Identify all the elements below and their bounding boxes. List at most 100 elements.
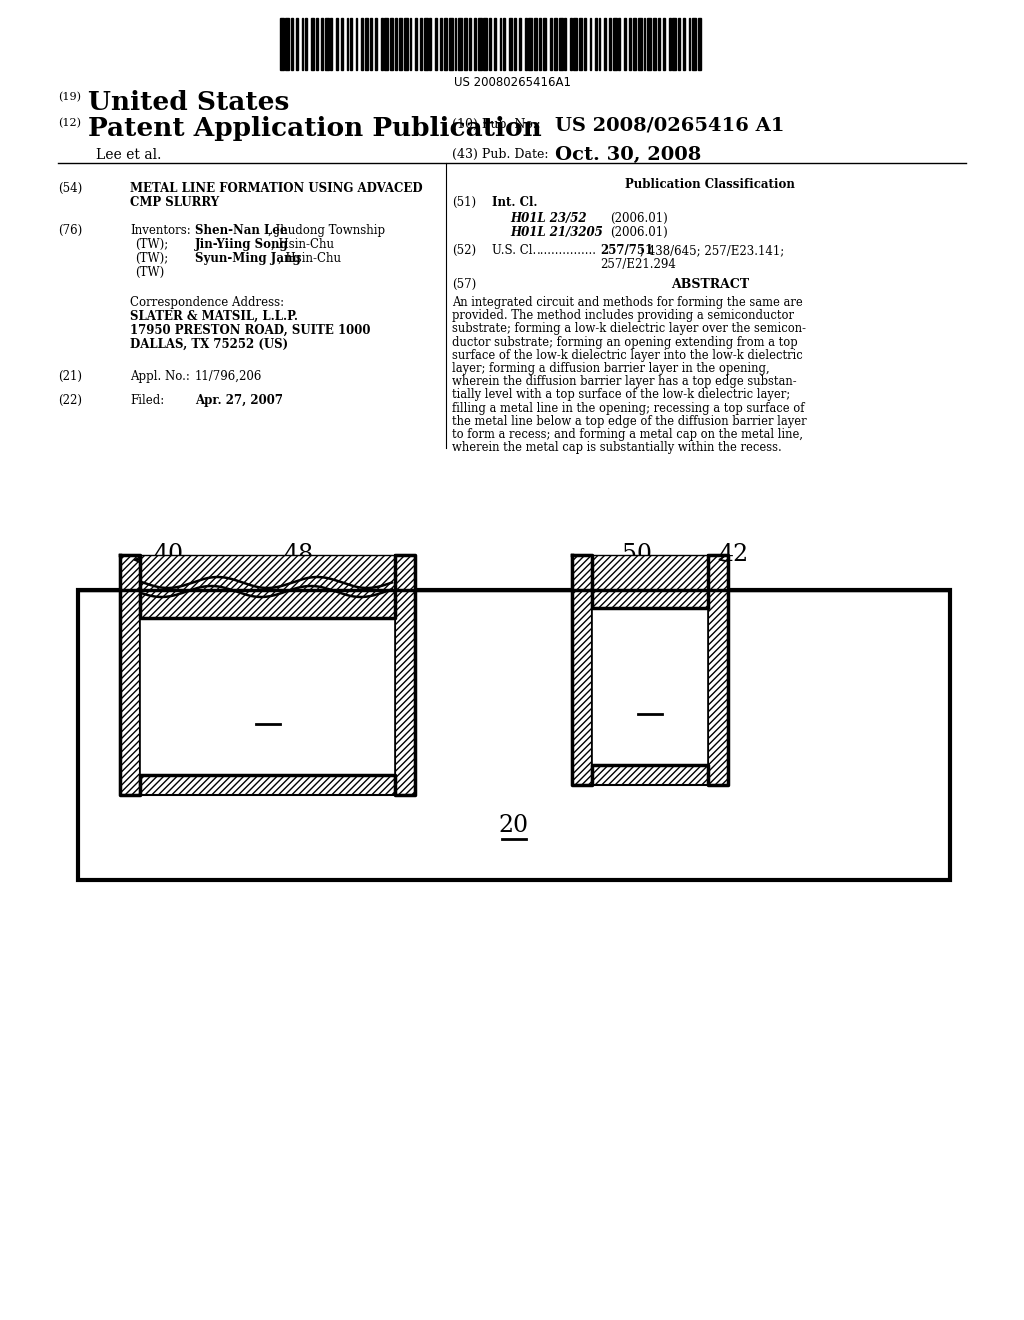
Bar: [390, 18, 393, 70]
Bar: [302, 18, 303, 70]
Text: 48: 48: [283, 543, 313, 566]
Text: 34: 34: [635, 689, 665, 711]
Bar: [624, 18, 626, 70]
Text: provided. The method includes providing a semiconductor: provided. The method includes providing …: [452, 309, 794, 322]
Bar: [658, 18, 659, 70]
Bar: [550, 18, 552, 70]
Text: , Hsin-Chu: , Hsin-Chu: [271, 238, 334, 251]
Bar: [559, 18, 562, 70]
Bar: [415, 18, 417, 70]
Text: Oct. 30, 2008: Oct. 30, 2008: [555, 147, 701, 164]
Text: Patent Application Publication: Patent Application Publication: [88, 116, 542, 141]
Bar: [478, 18, 481, 70]
Text: (19): (19): [58, 92, 81, 103]
Bar: [647, 18, 651, 70]
Bar: [469, 18, 471, 70]
Text: (51): (51): [452, 195, 476, 209]
Text: ................: ................: [537, 244, 597, 257]
Bar: [509, 18, 512, 70]
Bar: [355, 18, 357, 70]
Bar: [322, 18, 324, 70]
Text: (76): (76): [58, 224, 82, 238]
Bar: [316, 18, 317, 70]
Text: DALLAS, TX 75252 (US): DALLAS, TX 75252 (US): [130, 338, 288, 351]
Bar: [464, 18, 467, 70]
Bar: [404, 18, 408, 70]
Bar: [618, 18, 621, 70]
Bar: [120, 554, 140, 795]
Bar: [613, 18, 616, 70]
Text: (TW): (TW): [135, 267, 164, 279]
Bar: [286, 18, 289, 70]
Bar: [592, 766, 708, 785]
Bar: [585, 18, 586, 70]
Bar: [395, 554, 415, 795]
Bar: [609, 18, 611, 70]
Bar: [305, 18, 307, 70]
Bar: [528, 18, 532, 70]
Bar: [280, 18, 284, 70]
Text: 17950 PRESTON ROAD, SUITE 1000: 17950 PRESTON ROAD, SUITE 1000: [130, 323, 371, 337]
Bar: [644, 18, 645, 70]
Bar: [534, 18, 538, 70]
Text: surface of the low-k dielectric layer into the low-k dielectric: surface of the low-k dielectric layer in…: [452, 348, 803, 362]
Bar: [592, 554, 708, 609]
Text: (2006.01): (2006.01): [610, 226, 668, 239]
Text: , Hsin-Chu: , Hsin-Chu: [278, 252, 341, 265]
Text: 42: 42: [718, 543, 749, 566]
Text: (22): (22): [58, 393, 82, 407]
Text: U.S. Cl.: U.S. Cl.: [492, 244, 537, 257]
Bar: [652, 18, 656, 70]
Bar: [140, 775, 395, 795]
Text: , Jhudong Township: , Jhudong Township: [268, 224, 385, 238]
Text: (54): (54): [58, 182, 82, 195]
Bar: [421, 18, 422, 70]
Bar: [398, 18, 402, 70]
Bar: [443, 18, 447, 70]
Text: Filed:: Filed:: [130, 393, 164, 407]
Text: (10) Pub. No.:: (10) Pub. No.:: [452, 117, 541, 131]
Text: Lee et al.: Lee et al.: [96, 148, 162, 162]
Bar: [296, 18, 298, 70]
Text: US 2008/0265416 A1: US 2008/0265416 A1: [555, 116, 784, 135]
Text: (43) Pub. Date:: (43) Pub. Date:: [452, 148, 549, 161]
Bar: [483, 18, 487, 70]
Bar: [572, 554, 592, 785]
Text: ; 438/645; 257/E23.141;: ; 438/645; 257/E23.141;: [640, 244, 784, 257]
Text: Appl. No.:: Appl. No.:: [130, 370, 189, 383]
Bar: [604, 18, 606, 70]
Text: Inventors:: Inventors:: [130, 224, 190, 238]
Bar: [500, 18, 502, 70]
Text: (TW);: (TW);: [135, 252, 168, 265]
Text: H01L 21/3205: H01L 21/3205: [510, 226, 603, 239]
Text: METAL LINE FORMATION USING ADVACED: METAL LINE FORMATION USING ADVACED: [130, 182, 423, 195]
Bar: [525, 18, 526, 70]
Text: United States: United States: [88, 90, 290, 115]
Bar: [564, 18, 566, 70]
Bar: [592, 609, 708, 766]
Text: US 20080265416A1: US 20080265416A1: [454, 77, 570, 88]
Bar: [488, 18, 490, 70]
Bar: [543, 18, 547, 70]
Text: Correspondence Address:: Correspondence Address:: [130, 296, 284, 309]
Text: wherein the diffusion barrier layer has a top edge substan-: wherein the diffusion barrier layer has …: [452, 375, 797, 388]
Text: (2006.01): (2006.01): [610, 213, 668, 224]
Bar: [361, 18, 362, 70]
Text: (TW);: (TW);: [135, 238, 168, 251]
Bar: [381, 18, 383, 70]
Bar: [638, 18, 642, 70]
Bar: [629, 18, 631, 70]
Bar: [450, 18, 453, 70]
Bar: [495, 18, 496, 70]
Bar: [140, 618, 395, 775]
Bar: [435, 18, 436, 70]
Text: An integrated circuit and methods for forming the same are: An integrated circuit and methods for fo…: [452, 296, 803, 309]
Bar: [365, 18, 369, 70]
Text: (52): (52): [452, 244, 476, 257]
Text: Apr. 27, 2007: Apr. 27, 2007: [195, 393, 283, 407]
Text: (57): (57): [452, 279, 476, 290]
Text: CMP SLURRY: CMP SLURRY: [130, 195, 219, 209]
Bar: [590, 18, 592, 70]
Text: wherein the metal cap is substantially within the recess.: wherein the metal cap is substantially w…: [452, 441, 781, 454]
Bar: [140, 554, 395, 618]
